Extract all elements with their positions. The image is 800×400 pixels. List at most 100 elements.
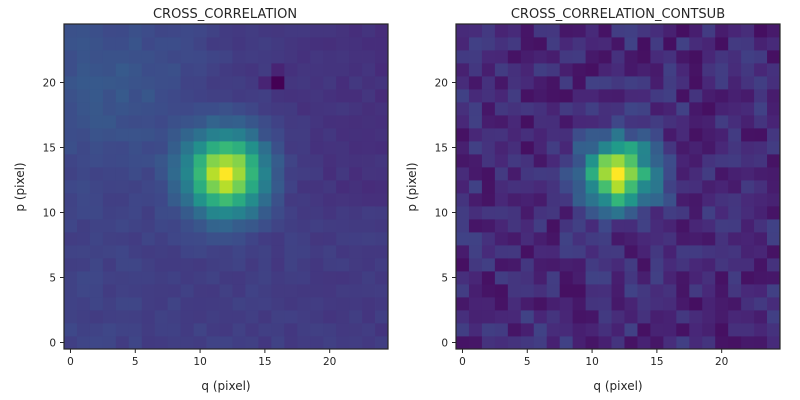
y-tick-label: 20	[435, 78, 448, 90]
heatmap-cell	[650, 115, 664, 129]
heatmap-cell	[546, 232, 561, 246]
heatmap-cell	[232, 193, 246, 207]
heatmap-cell	[154, 154, 169, 168]
heatmap-cell	[362, 37, 376, 51]
heatmap-cell	[375, 167, 389, 181]
heatmap-cell	[193, 232, 207, 246]
heatmap-cell	[349, 258, 363, 272]
heatmap-cell	[572, 63, 586, 77]
heatmap-cell	[741, 206, 755, 220]
heatmap-cell	[310, 193, 324, 207]
heatmap-cell	[336, 271, 350, 285]
heatmap-cell	[507, 102, 522, 116]
heatmap-cell	[141, 76, 156, 90]
heatmap-cell	[533, 50, 548, 64]
heatmap-cell	[520, 180, 535, 194]
heatmap-cell	[102, 284, 117, 298]
heatmap-cell	[154, 245, 169, 259]
heatmap-cell	[468, 336, 483, 350]
heatmap-cell	[154, 141, 169, 155]
heatmap-cell	[271, 193, 285, 207]
heatmap-cell	[128, 63, 143, 77]
heatmap-cell	[456, 297, 470, 311]
heatmap-cell	[741, 115, 755, 129]
heatmap-cell	[193, 284, 207, 298]
heatmap-cell	[507, 76, 522, 90]
heatmap-cell	[349, 37, 363, 51]
heatmap-cell	[702, 180, 716, 194]
heatmap-cell	[585, 24, 599, 38]
heatmap-cell	[702, 37, 716, 51]
heatmap-cell	[64, 50, 78, 64]
heatmap-cell	[336, 89, 350, 103]
y-tick-label: 0	[49, 338, 56, 350]
heatmap-cell	[362, 258, 376, 272]
heatmap-cell	[689, 63, 703, 77]
heatmap-cell	[76, 115, 91, 129]
heatmap-cell	[115, 154, 130, 168]
heatmap-cell	[468, 323, 483, 337]
heatmap-cell	[141, 154, 156, 168]
heatmap-cell	[89, 336, 104, 350]
heatmap-cell	[232, 284, 246, 298]
heatmap-cell	[323, 63, 337, 77]
heatmap-cell	[219, 115, 233, 129]
heatmap-cell	[767, 141, 781, 155]
heatmap-cell	[323, 310, 337, 324]
heatmap-cell	[76, 50, 91, 64]
heatmap-cell	[271, 271, 285, 285]
heatmap-cell	[689, 167, 703, 181]
heatmap-cell	[89, 50, 104, 64]
heatmap-cell	[481, 297, 496, 311]
heatmap-cell	[284, 336, 298, 350]
heatmap-cell	[349, 24, 363, 38]
heatmap-cell	[585, 76, 599, 90]
heatmap-cell	[232, 37, 246, 51]
x-axis-ticks: 0 5 10 15 20	[459, 349, 728, 368]
heatmap-cell	[115, 232, 130, 246]
heatmap-cell	[533, 167, 548, 181]
heatmap-cell	[741, 336, 755, 350]
heatmap-cell	[284, 24, 298, 38]
heatmap-cell	[232, 167, 246, 181]
heatmap-cell	[481, 154, 496, 168]
heatmap-cell	[167, 284, 182, 298]
heatmap-cell	[64, 102, 78, 116]
heatmap-cell	[141, 219, 156, 233]
heatmap-cell	[64, 284, 78, 298]
heatmap-cell	[128, 297, 143, 311]
heatmap-cell	[154, 206, 169, 220]
heatmap-cell	[167, 323, 182, 337]
heatmap-cell	[546, 115, 561, 129]
heatmap-cell	[715, 102, 729, 116]
heatmap-cell	[64, 336, 78, 350]
heatmap-cell	[232, 258, 246, 272]
heatmap-cell	[494, 24, 509, 38]
x-axis-label: q (pixel)	[201, 379, 250, 393]
heatmap-cell	[533, 219, 548, 233]
heatmap-cell	[624, 284, 638, 298]
heatmap-cell	[676, 24, 690, 38]
heatmap-cell	[193, 37, 207, 51]
heatmap-cell	[180, 219, 194, 233]
heatmap-cell	[533, 89, 548, 103]
heatmap-cell	[336, 206, 350, 220]
heatmap-cell	[767, 37, 781, 51]
heatmap-cell	[456, 284, 470, 298]
heatmap-cell	[115, 128, 130, 142]
heatmap-cell	[611, 258, 625, 272]
heatmap-cell	[741, 154, 755, 168]
heatmap-cell	[167, 258, 182, 272]
heatmap-cell	[559, 193, 574, 207]
heatmap-cell	[219, 102, 233, 116]
heatmap-cell	[310, 258, 324, 272]
heatmap-cell	[297, 76, 311, 90]
heatmap-cell	[754, 76, 768, 90]
heatmap-cell	[206, 63, 220, 77]
heatmap-cell	[468, 258, 483, 272]
heatmap-cell	[128, 50, 143, 64]
heatmap-cell	[728, 219, 742, 233]
heatmap-cell	[115, 323, 130, 337]
heatmap-cell	[572, 232, 586, 246]
heatmap-cell	[64, 89, 78, 103]
